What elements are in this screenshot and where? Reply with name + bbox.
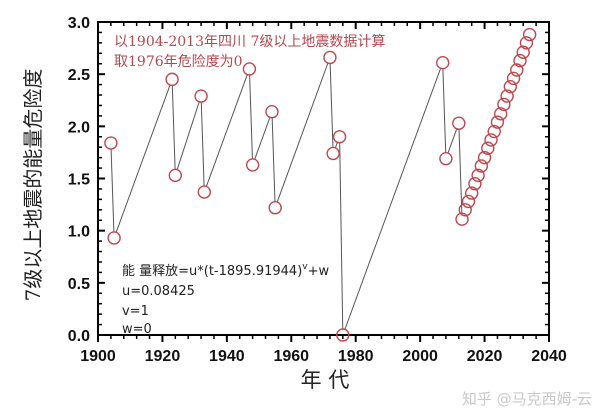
param-w: w=0 xyxy=(122,322,152,337)
y-tick-label: 2.0 xyxy=(68,119,90,136)
data-point xyxy=(194,89,208,103)
data-point xyxy=(522,27,537,42)
series-segment xyxy=(249,74,253,159)
series-segment xyxy=(334,142,338,149)
data-point xyxy=(245,158,260,172)
series-segment xyxy=(176,101,200,170)
data-point xyxy=(242,62,257,76)
data-point xyxy=(461,194,476,209)
y-axis-ticks: 0.0 0.5 1.0 1.5 2.0 2.5 3.0 xyxy=(68,15,549,345)
annotation-data-source: 以1904-2013年四川 7级以上地震数据计算 xyxy=(114,34,385,50)
y-tick-label: 3.0 xyxy=(68,15,90,32)
formula-exponent: v xyxy=(302,262,308,272)
data-point xyxy=(481,141,495,155)
series-segment xyxy=(447,128,458,154)
series-markers xyxy=(104,27,537,342)
x-tick-label: 1920 xyxy=(145,348,181,365)
data-point xyxy=(458,203,472,217)
series-segment xyxy=(205,74,248,187)
y-tick-label: 1.5 xyxy=(68,172,90,189)
data-point xyxy=(323,50,337,65)
x-tick-label: 1980 xyxy=(338,348,374,365)
data-point xyxy=(468,177,482,191)
series-segment xyxy=(110,149,115,232)
y-axis-label: 7级以上地震的能量危险度 xyxy=(21,69,45,302)
x-tick-label: 1900 xyxy=(80,348,116,365)
series-segment xyxy=(271,117,276,202)
watermark: 知乎 @马克西姆-云 xyxy=(462,390,592,408)
data-point xyxy=(471,168,485,183)
data-point xyxy=(439,151,453,166)
data-point xyxy=(197,185,212,199)
data-point xyxy=(268,201,282,215)
data-point xyxy=(326,146,340,161)
x-axis-ticks: 1900 1920 1940 1960 1980 2000 2020 2040 xyxy=(80,22,567,365)
data-point xyxy=(455,212,469,226)
data-point xyxy=(510,63,524,77)
data-point xyxy=(513,53,527,68)
series-segment xyxy=(339,142,344,330)
formula-main: 能 量释放=u*(t-1895.91944) xyxy=(122,264,302,279)
data-point xyxy=(477,150,492,165)
data-point xyxy=(519,36,534,50)
series-segment xyxy=(329,63,334,148)
data-point xyxy=(487,124,501,139)
series-segment xyxy=(442,68,447,153)
y-tick-label: 2.5 xyxy=(68,67,90,84)
series-lines xyxy=(110,62,463,330)
y-tick-label: 1.0 xyxy=(68,224,90,241)
x-axis-label: 年 代 xyxy=(301,368,350,392)
data-point xyxy=(503,79,518,94)
data-point xyxy=(484,133,498,147)
data-point xyxy=(464,186,479,200)
data-point xyxy=(506,71,521,86)
data-point xyxy=(332,130,347,144)
data-point xyxy=(497,97,511,112)
series-segment xyxy=(171,85,176,170)
param-v: v=1 xyxy=(122,304,149,319)
y-tick-label: 0.0 xyxy=(68,328,90,345)
x-tick-label: 2000 xyxy=(402,348,438,365)
series-segment xyxy=(344,68,442,330)
x-tick-label: 1960 xyxy=(273,348,309,365)
series-segment xyxy=(115,84,171,233)
data-point xyxy=(165,72,179,87)
x-tick-label: 1940 xyxy=(209,348,245,365)
data-point xyxy=(104,136,118,150)
formula-text: 能 量释放=u*(t-1895.91944)v+w xyxy=(122,262,330,279)
formula-tail: +w xyxy=(308,264,330,279)
data-point xyxy=(474,159,489,173)
data-point xyxy=(490,115,505,129)
series-segment xyxy=(276,62,329,203)
data-point xyxy=(516,45,530,59)
x-tick-label: 2020 xyxy=(467,348,503,365)
data-point xyxy=(107,231,121,245)
data-point xyxy=(336,328,350,342)
param-u: u=0.08425 xyxy=(122,284,195,299)
y-tick-label: 0.5 xyxy=(68,276,90,293)
x-tick-label: 2040 xyxy=(531,348,567,365)
data-point xyxy=(435,55,450,70)
series-segment xyxy=(200,102,205,187)
annotation-baseline: 取1976年危险度为0 xyxy=(114,54,243,70)
series-segment xyxy=(458,129,463,214)
data-point xyxy=(493,107,508,121)
data-point xyxy=(168,168,183,183)
data-point xyxy=(500,89,514,103)
data-point xyxy=(452,116,466,130)
series-segment xyxy=(254,117,271,160)
data-point xyxy=(265,105,279,119)
